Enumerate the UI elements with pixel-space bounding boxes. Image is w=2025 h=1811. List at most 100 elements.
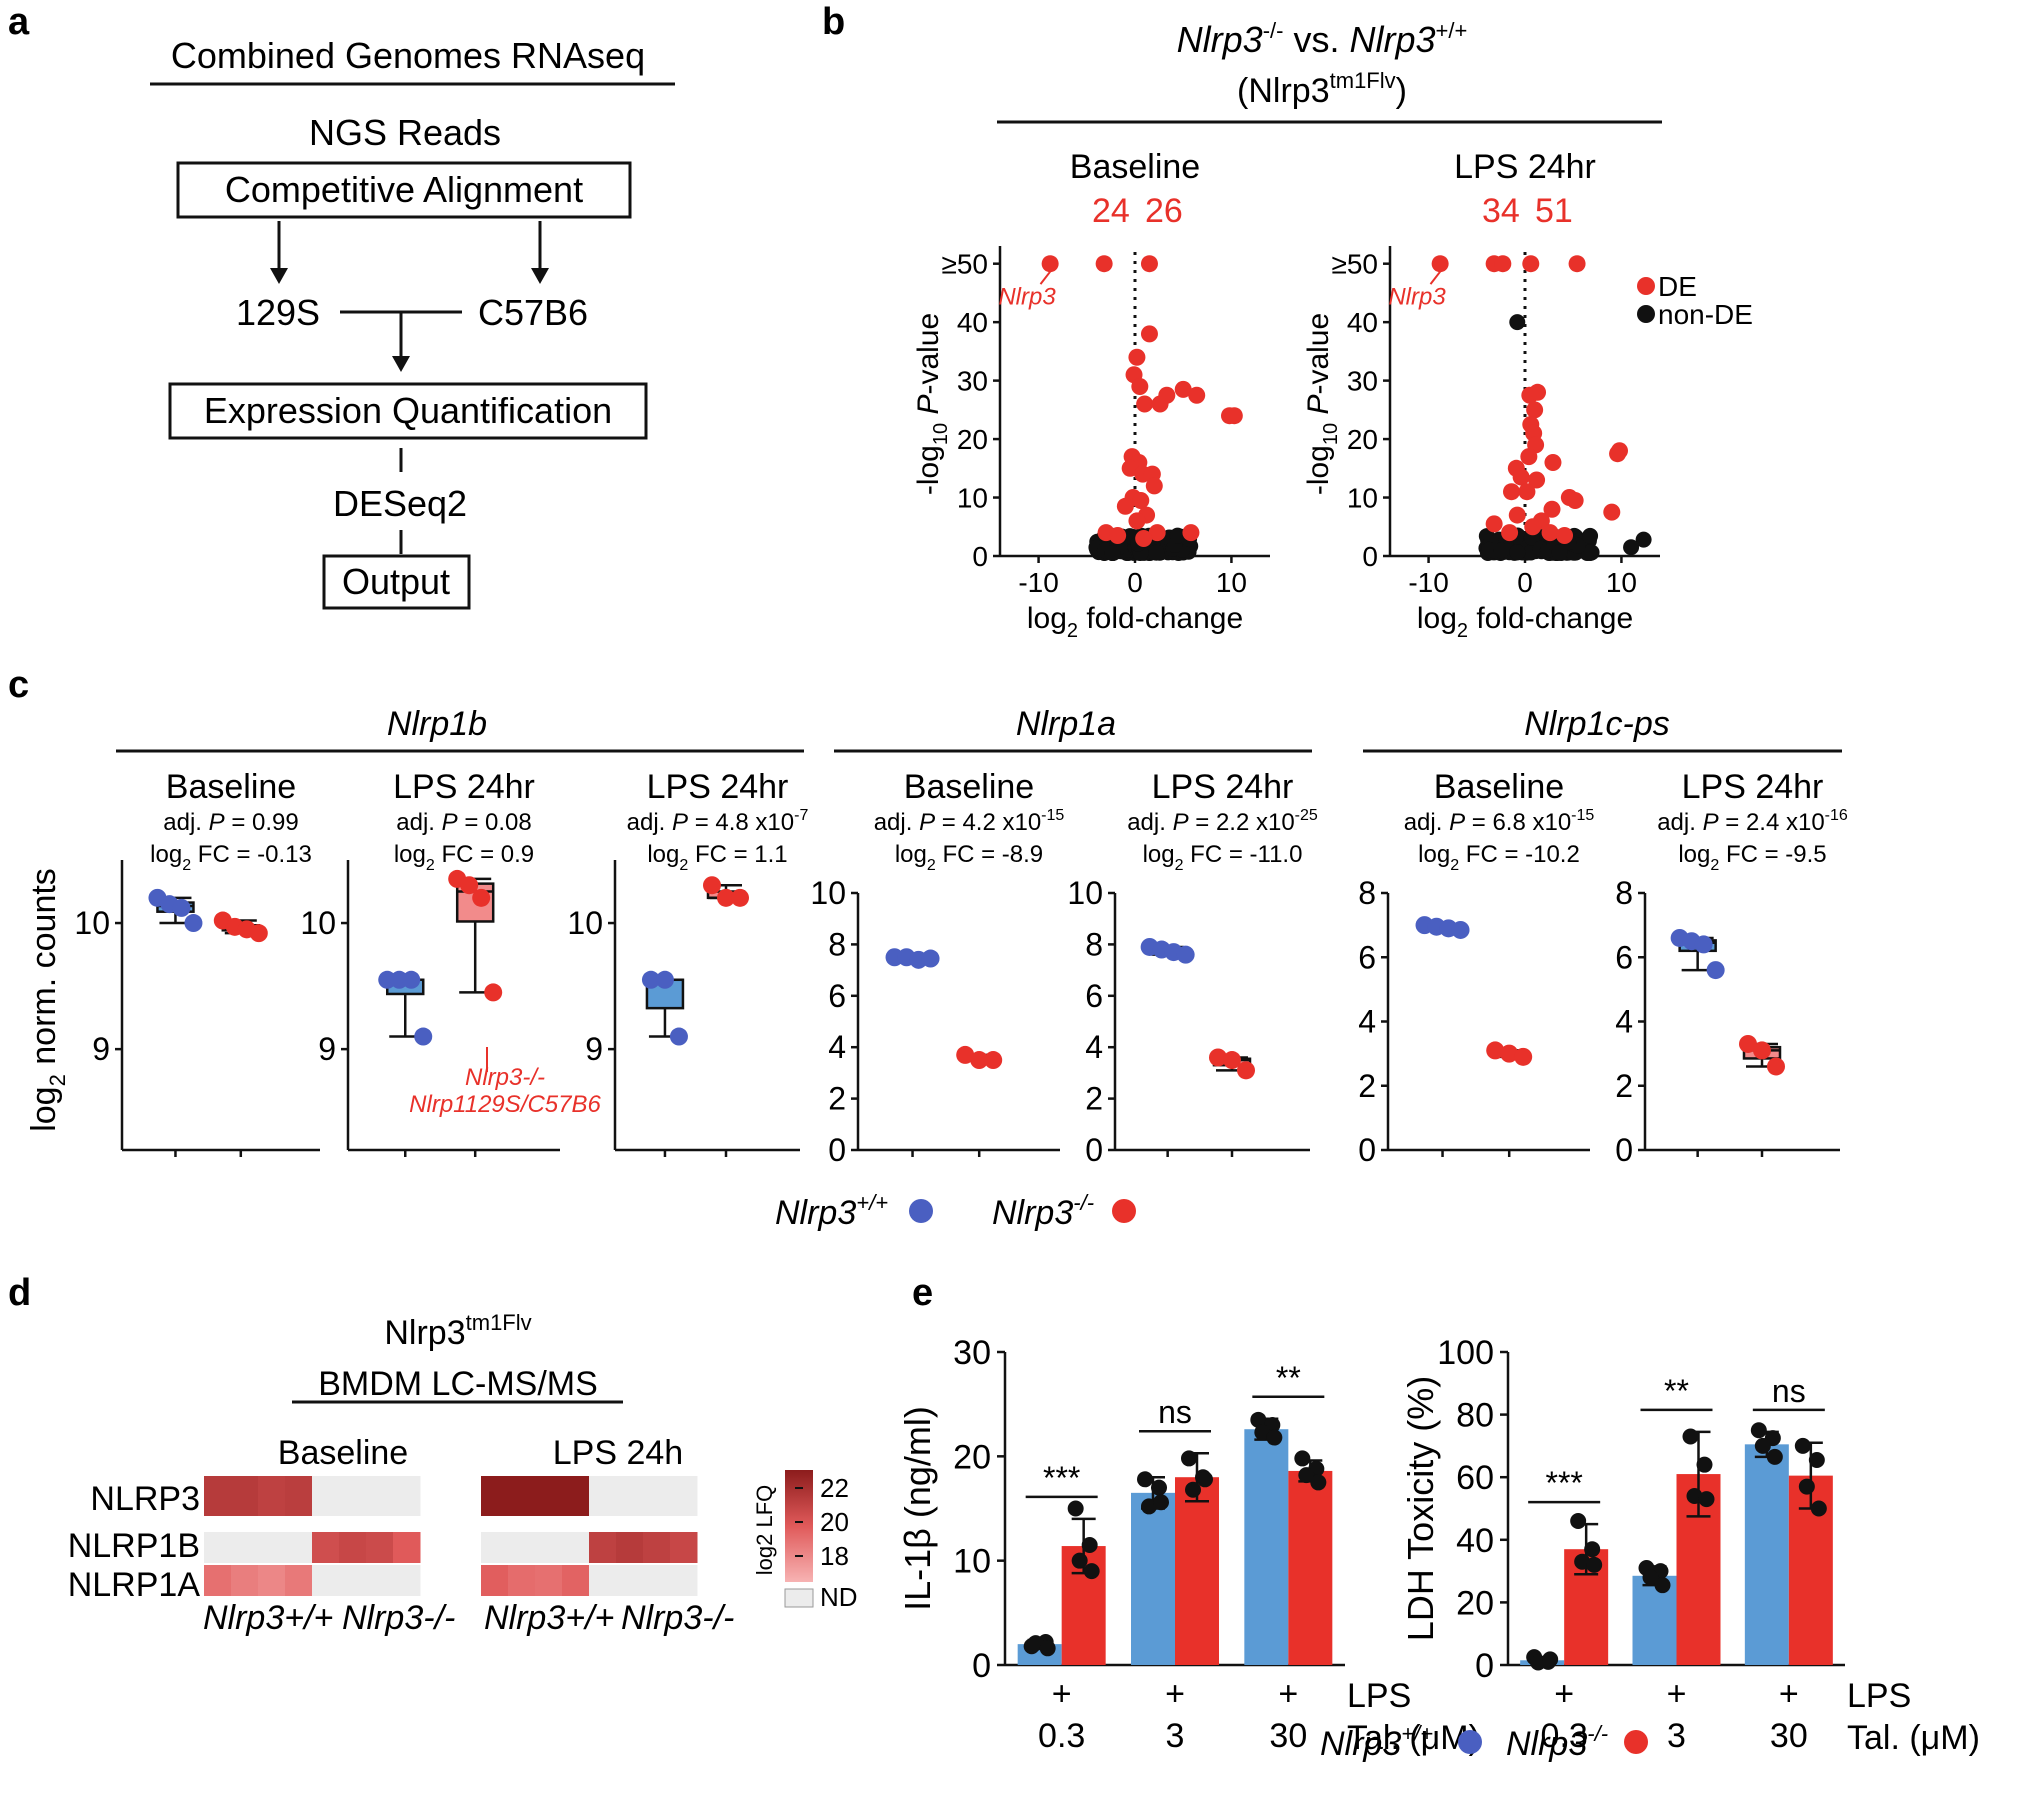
volcano-xtick-label: 10 bbox=[1606, 567, 1637, 598]
box-ytick-label: 6 bbox=[828, 978, 846, 1014]
box-point bbox=[1451, 920, 1470, 939]
adj-text: adj. bbox=[1404, 809, 1449, 836]
lps-plus: + bbox=[1052, 1675, 1072, 1713]
box-ytick-label: 4 bbox=[1085, 1029, 1103, 1065]
adj-val: = 4.8 x10 bbox=[688, 809, 794, 836]
adj-text: adj. bbox=[163, 809, 208, 836]
nonde-point bbox=[1493, 542, 1510, 559]
de-point bbox=[1174, 380, 1192, 398]
heatmap-cell bbox=[535, 1565, 563, 1596]
bar-point bbox=[1083, 1563, 1100, 1580]
heatmap-cell bbox=[285, 1532, 313, 1563]
heatmap-cell bbox=[562, 1532, 590, 1563]
box-adj-p: adj. P = 2.2 x10-25 bbox=[1127, 807, 1318, 836]
heatmap-cell bbox=[508, 1565, 536, 1596]
de-point bbox=[1520, 448, 1538, 466]
volcano-xtick-label: 10 bbox=[1216, 567, 1247, 598]
ylabel-log: -log bbox=[912, 445, 945, 495]
bar-ytick-label: 20 bbox=[953, 1438, 991, 1476]
legend-de-dot bbox=[1637, 277, 1655, 295]
box-log2fc: log2 FC = -8.9 bbox=[895, 841, 1043, 874]
title-vs: vs. bbox=[1283, 19, 1349, 60]
de-point bbox=[1609, 445, 1627, 463]
heatmap-cell bbox=[204, 1476, 232, 1516]
bar-ytick-label: 30 bbox=[953, 1334, 991, 1372]
ylabel-rest: -value bbox=[912, 313, 945, 395]
box-ytick-label: 0 bbox=[828, 1132, 846, 1168]
box-point bbox=[703, 876, 721, 895]
bar-ytick-label: 100 bbox=[1437, 1334, 1494, 1372]
xlabel-sub: 2 bbox=[1067, 620, 1078, 642]
fc-log: log bbox=[150, 841, 182, 868]
adj-p: P bbox=[919, 809, 935, 836]
bar-point bbox=[1682, 1428, 1699, 1445]
heatmap-cell bbox=[508, 1476, 536, 1516]
box-adj-p: adj. P = 4.2 x10-15 bbox=[874, 807, 1065, 836]
gene-header-nlrp1a: Nlrp1a bbox=[1016, 705, 1116, 743]
legend-e-wt-sup: +/+ bbox=[1401, 1721, 1433, 1746]
box-log2fc: log2 FC = -11.0 bbox=[1143, 841, 1303, 874]
fc-log: log bbox=[394, 841, 426, 868]
bar-wt bbox=[1632, 1575, 1677, 1665]
bar-point bbox=[1798, 1478, 1815, 1495]
xlabel-rest: fold-change bbox=[1078, 602, 1243, 635]
volcano-ytick-label: 30 bbox=[957, 366, 988, 397]
de-point bbox=[1501, 524, 1519, 542]
box-condition: LPS 24hr bbox=[1682, 768, 1824, 806]
fc-rest: FC = -11.0 bbox=[1184, 841, 1303, 868]
nd-label: ND bbox=[820, 1582, 858, 1612]
bar-wt bbox=[1131, 1492, 1175, 1665]
fc-log: log bbox=[647, 841, 679, 868]
panel-c-ylabel: log2 norm. counts bbox=[25, 868, 70, 1132]
tal-dose: 3 bbox=[1166, 1717, 1185, 1755]
de-point bbox=[1556, 527, 1574, 545]
bar-point bbox=[1294, 1450, 1311, 1467]
box-ytick-label: 4 bbox=[828, 1029, 846, 1065]
sig-label: ns bbox=[1158, 1394, 1192, 1430]
de-point bbox=[1541, 524, 1559, 542]
volcano-xtick-label: -10 bbox=[1018, 567, 1058, 598]
bar-wt bbox=[1744, 1444, 1789, 1665]
de-point bbox=[1140, 325, 1158, 343]
box-condition: Baseline bbox=[166, 768, 296, 806]
fc-log: log bbox=[1418, 841, 1450, 868]
bar-point bbox=[1039, 1640, 1056, 1657]
annotation-line1: Nlrp3-/- bbox=[465, 1064, 545, 1091]
fc-sub: 2 bbox=[927, 857, 936, 874]
fc-sub: 2 bbox=[1175, 857, 1184, 874]
box-point bbox=[970, 1051, 989, 1070]
gene-label-leader bbox=[1039, 271, 1051, 285]
volcano-count-down: 24 bbox=[1092, 192, 1130, 230]
legend-wt-text: Nlrp3+/+ bbox=[775, 1190, 888, 1232]
nonde-point bbox=[1104, 544, 1121, 561]
lfq-tick-label-20: 20 bbox=[820, 1507, 849, 1537]
box-condition: LPS 24hr bbox=[393, 768, 535, 806]
panel-d-title: Nlrp3tm1Flv bbox=[384, 1310, 531, 1352]
de-point bbox=[1148, 524, 1166, 542]
bar-chart-ldh: 0 20 40 60 80 100 LDH Toxicity (%) *** +0.3 ** +3 n… bbox=[1400, 1334, 1980, 1757]
lfq-tick-label-22: 22 bbox=[820, 1473, 849, 1503]
box-point bbox=[184, 914, 203, 933]
de-point bbox=[1528, 471, 1546, 489]
bar-point bbox=[1197, 1471, 1213, 1488]
heatmap-cell bbox=[643, 1476, 671, 1516]
adj-p: P bbox=[1173, 809, 1189, 836]
bar-point bbox=[1298, 1467, 1315, 1484]
panel-a: a Combined Genomes RNAseq NGS Reads Comp… bbox=[8, 1, 675, 610]
heatmap-geno-wt-2: Nlrp3+/+ bbox=[484, 1599, 614, 1637]
panel-d-title-main: Nlrp3 bbox=[384, 1314, 465, 1352]
heatmap-cell bbox=[508, 1532, 536, 1563]
ylabel-sub: 2 bbox=[45, 1074, 70, 1086]
bar-point bbox=[1141, 1498, 1157, 1515]
lps-plus: + bbox=[1667, 1675, 1687, 1713]
nonde-point bbox=[1509, 314, 1526, 331]
box-ytick-label: 10 bbox=[1067, 875, 1103, 911]
adj-text: adj. bbox=[874, 809, 919, 836]
de-point bbox=[1544, 453, 1562, 471]
volcano-ylabel: -log10 P-value bbox=[1302, 313, 1342, 495]
lfq-tick-label-18: 18 bbox=[820, 1541, 849, 1571]
fc-log: log bbox=[1143, 841, 1175, 868]
box-ytick-label: 10 bbox=[300, 905, 336, 941]
bar-ytick-label: 10 bbox=[953, 1543, 991, 1581]
box-ytick-label: 6 bbox=[1358, 939, 1376, 975]
